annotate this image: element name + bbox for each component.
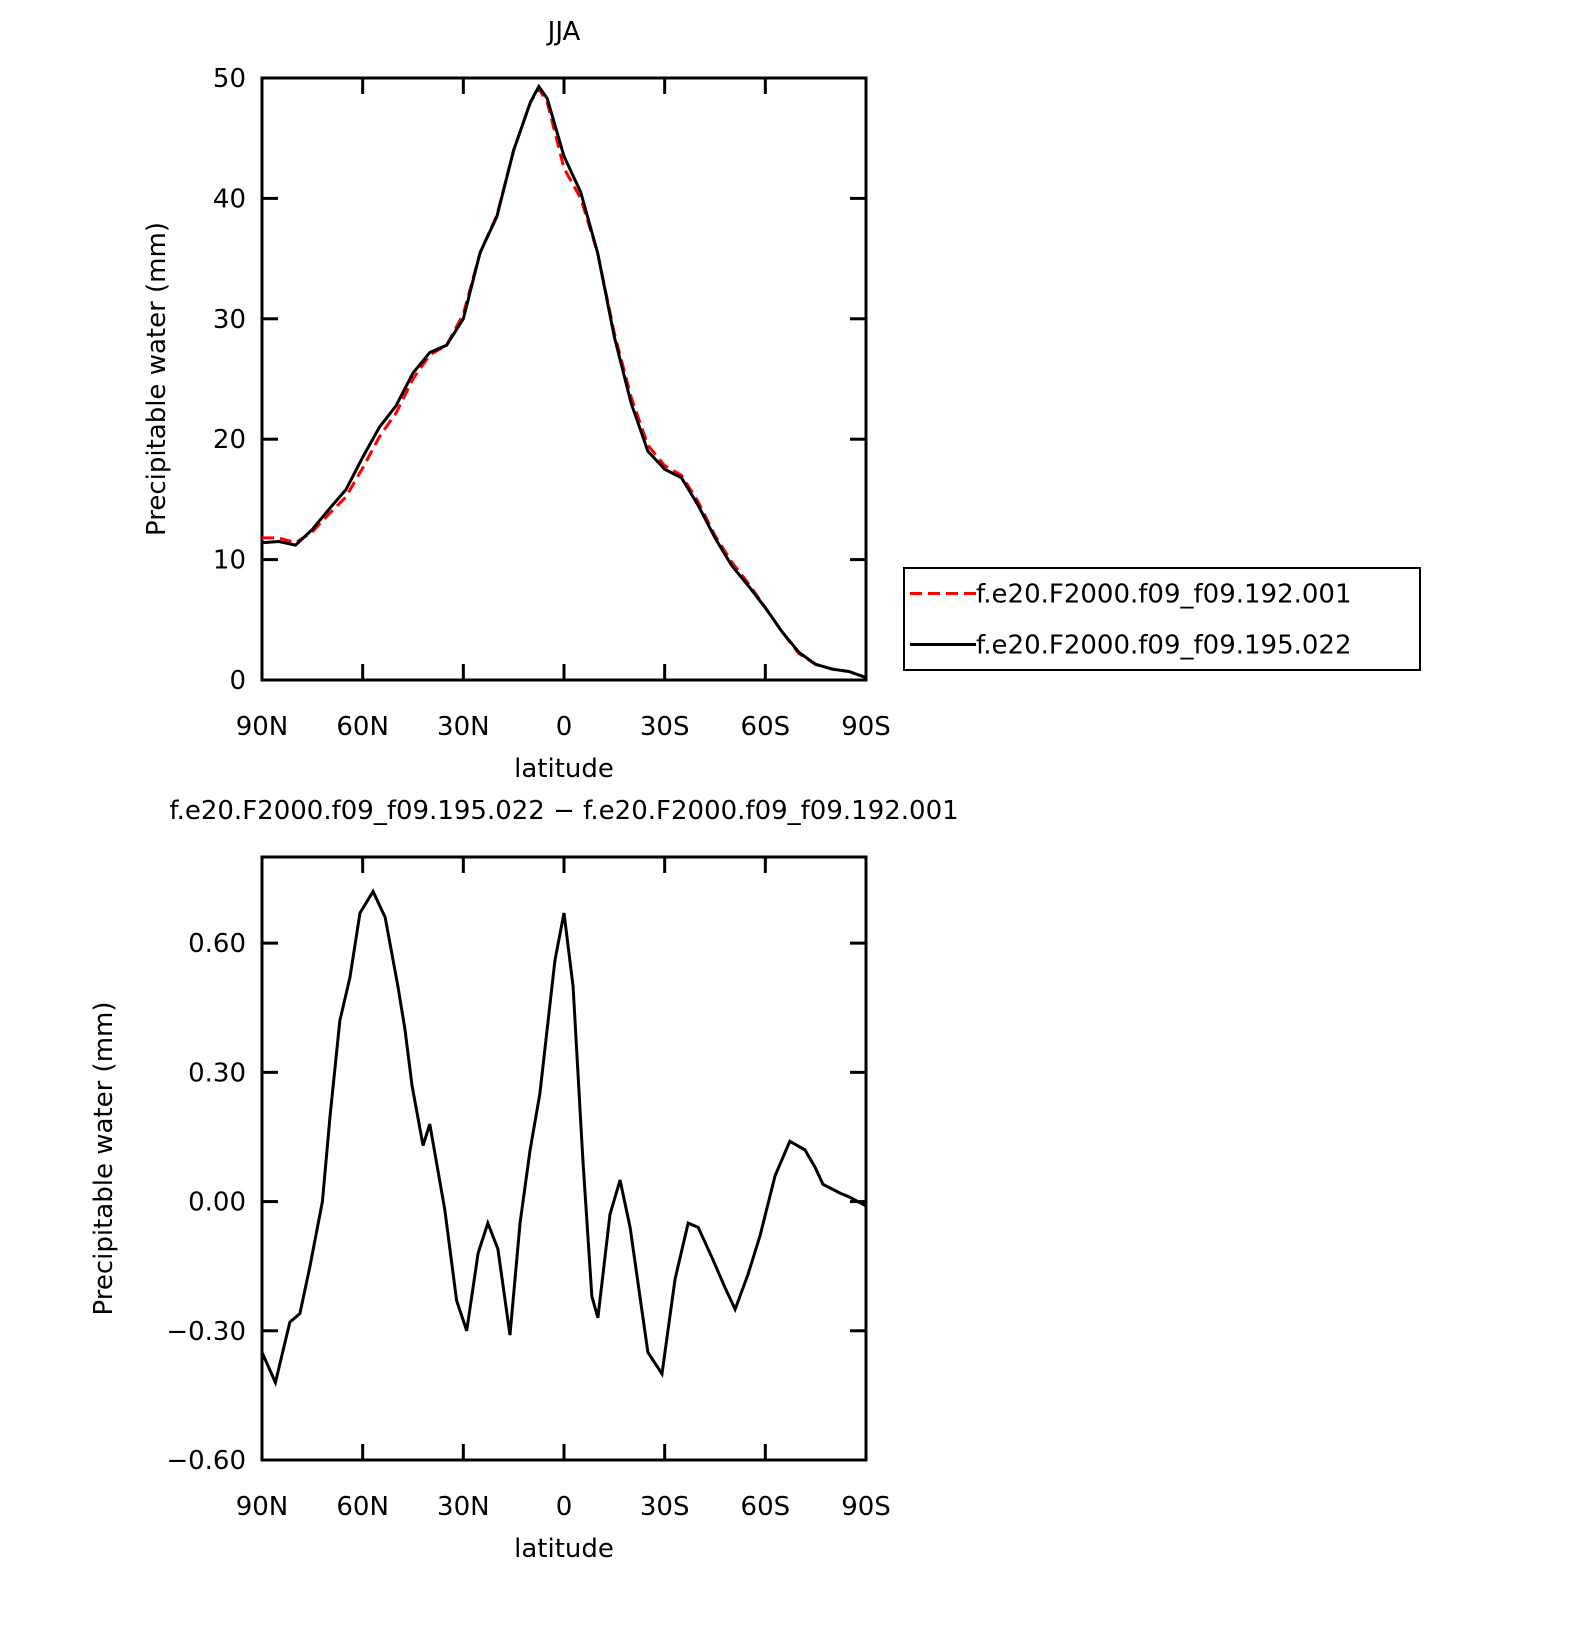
y-tick-label: −0.30 [166, 1317, 246, 1347]
y-tick-label: 40 [213, 184, 246, 214]
y-tick-label: −0.60 [166, 1446, 246, 1476]
data-line [260, 888, 867, 1388]
y-tick-label: 0.30 [188, 1058, 246, 1088]
x-tick-label: 0 [556, 712, 573, 742]
x-tick-label: 60N [336, 1492, 389, 1522]
x-tick-label: 60S [741, 1492, 791, 1522]
plot-frame [260, 76, 868, 682]
y-tick-label: 20 [213, 425, 246, 455]
y-tick-label: 0 [229, 666, 246, 696]
x-tick-label: 90N [236, 1492, 289, 1522]
x-tick-label: 30S [640, 1492, 690, 1522]
x-tick-label: 30N [437, 712, 490, 742]
x-tick-label: 90N [236, 712, 289, 742]
x-tick-label: 90S [841, 1492, 891, 1522]
y-tick-label: 0.00 [188, 1188, 246, 1218]
x-axis-label: latitude [514, 1534, 614, 1564]
y-axis-label: Precipitable water (mm) [89, 1002, 119, 1316]
chart-title: JJA [546, 17, 581, 47]
legend-label: f.e20.F2000.f09_f09.195.022 [976, 631, 1352, 661]
data-line [261, 83, 867, 680]
x-tick-label: 0 [556, 1492, 573, 1522]
y-axis-label: Precipitable water (mm) [142, 222, 172, 536]
x-axis-label: latitude [514, 754, 614, 784]
legend-label: f.e20.F2000.f09_f09.192.001 [976, 580, 1352, 610]
y-tick-label: 50 [213, 64, 246, 94]
plot-frame [260, 855, 868, 1462]
x-tick-label: 30N [437, 1492, 490, 1522]
legend-box [903, 567, 1421, 671]
data-line [262, 86, 867, 680]
y-tick-label: 10 [213, 546, 246, 576]
chart-title: f.e20.F2000.f09_f09.195.022 − f.e20.F200… [169, 796, 958, 826]
x-tick-label: 60S [741, 712, 791, 742]
x-tick-label: 90S [841, 712, 891, 742]
y-tick-label: 30 [213, 305, 246, 335]
y-tick-label: 0.60 [188, 929, 246, 959]
x-tick-label: 30S [640, 712, 690, 742]
x-tick-label: 60N [336, 712, 389, 742]
